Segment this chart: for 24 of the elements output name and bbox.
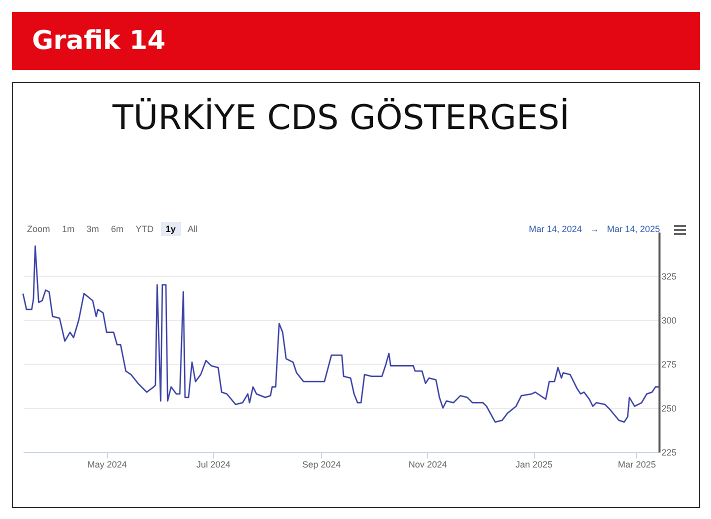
annotation: → bbox=[588, 224, 600, 234]
x-tick-label: Sep 2024 bbox=[302, 460, 341, 470]
annotation: 1m bbox=[61, 223, 76, 236]
x-tick-label: May 2024 bbox=[87, 460, 127, 470]
x-tick-label: Mar 2025 bbox=[618, 460, 656, 470]
annotation: YTD bbox=[134, 223, 155, 236]
annotation: 1y bbox=[160, 222, 181, 236]
text: Grafik 14 bbox=[12, 12, 700, 70]
annotation: 3m bbox=[86, 223, 100, 236]
y-tick-label: 325 bbox=[662, 272, 677, 282]
y-tick-label: 275 bbox=[662, 360, 677, 370]
annotation: Zoom bbox=[26, 223, 52, 236]
line-series bbox=[22, 245, 660, 423]
x-tick-label: Jul 2024 bbox=[196, 460, 230, 470]
y-tick-label: 250 bbox=[662, 404, 677, 414]
annotation: Mar 14, 2025 bbox=[606, 224, 661, 234]
chart-title: TÜRKİYE CDS GÖSTERGESİ bbox=[112, 97, 570, 138]
annotation: 6m bbox=[110, 223, 125, 236]
y-tick-label: 300 bbox=[662, 316, 677, 326]
x-tick-label: Nov 2024 bbox=[408, 460, 448, 470]
x-tick-label: Jan 2025 bbox=[516, 460, 553, 470]
y-tick-label: 225 bbox=[662, 448, 677, 458]
annotation: All bbox=[186, 223, 199, 236]
annotation: Mar 14, 2024 bbox=[528, 224, 583, 234]
